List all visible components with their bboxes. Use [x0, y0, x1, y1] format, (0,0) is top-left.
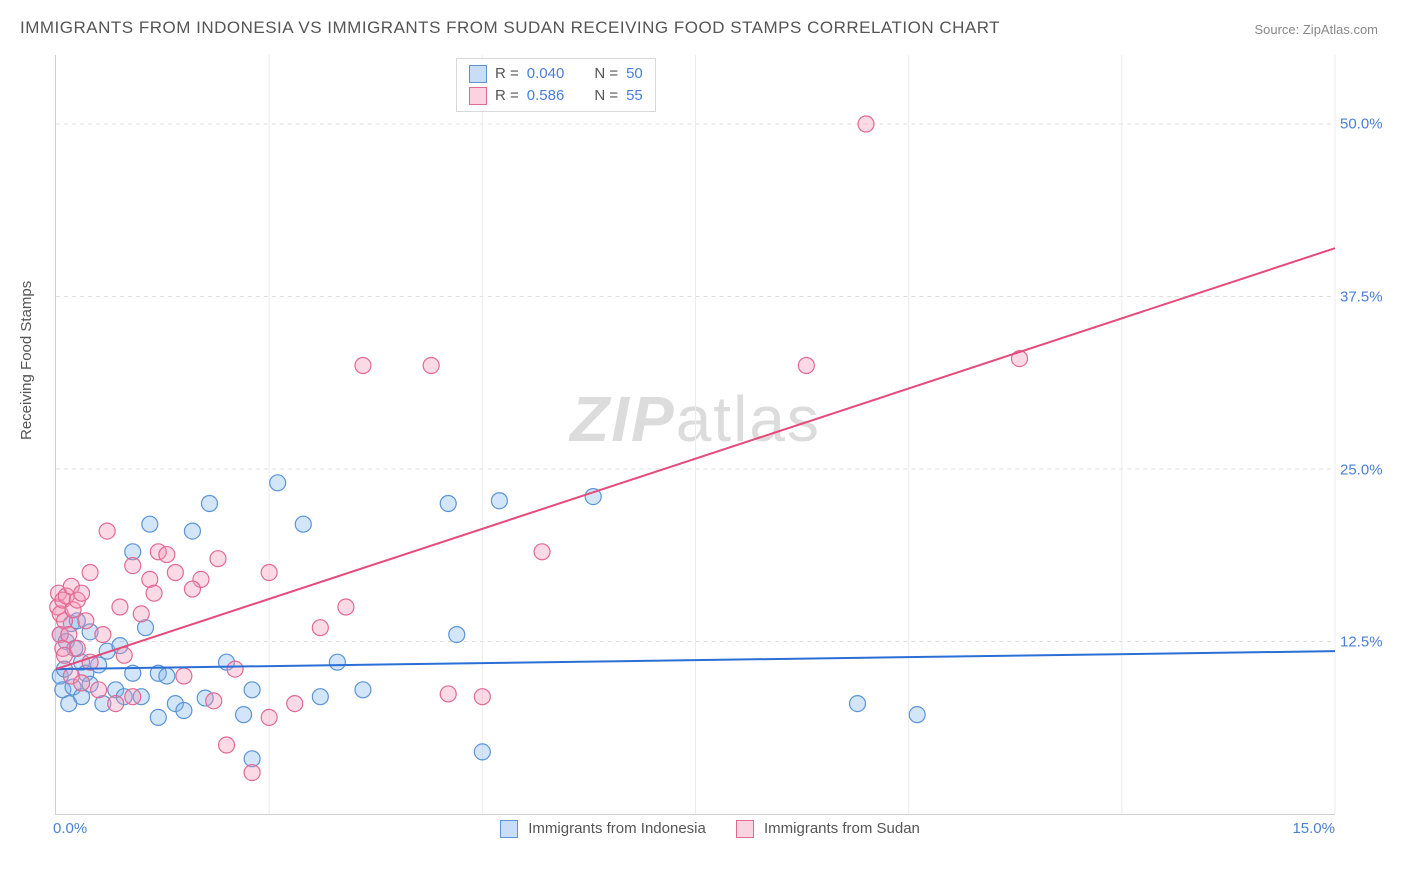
legend-n-label: N =: [594, 85, 618, 107]
data-point: [125, 558, 141, 574]
legend-n-value: 50: [626, 63, 643, 85]
data-point: [74, 585, 90, 601]
data-point: [858, 116, 874, 132]
data-point: [112, 599, 128, 615]
plot-area: ZIPatlas 12.5%25.0%37.5%50.0% R =0.040N …: [55, 55, 1335, 815]
correlation-legend: R = 0.040 N = 50 R = 0.586 N = 55: [456, 58, 656, 112]
data-point: [133, 606, 149, 622]
y-tick-label: 12.5%: [1340, 634, 1395, 651]
data-point: [491, 493, 507, 509]
data-point: [295, 516, 311, 532]
legend-n-label: N =: [594, 63, 618, 85]
legend-n-value: 55: [626, 85, 643, 107]
legend-r-label: R =: [495, 85, 519, 107]
data-point: [201, 496, 217, 512]
legend-r-value: 0.040: [527, 63, 565, 85]
data-point: [534, 544, 550, 560]
legend-r-label: R =: [495, 63, 519, 85]
data-point: [312, 620, 328, 636]
data-point: [270, 475, 286, 491]
data-point: [261, 709, 277, 725]
data-point: [909, 707, 925, 723]
data-point: [798, 358, 814, 374]
legend-swatch: [736, 820, 754, 838]
data-point: [125, 689, 141, 705]
data-point: [850, 696, 866, 712]
data-point: [146, 585, 162, 601]
data-point: [474, 744, 490, 760]
data-point: [159, 668, 175, 684]
data-point: [116, 647, 132, 663]
data-point: [355, 358, 371, 374]
legend-series-label: Immigrants from Sudan: [760, 820, 920, 837]
data-point: [474, 689, 490, 705]
data-point: [150, 709, 166, 725]
chart-source: Source: ZipAtlas.com: [1254, 22, 1378, 37]
chart-svg: [56, 55, 1335, 814]
data-point: [184, 523, 200, 539]
data-point: [449, 627, 465, 643]
data-point: [355, 682, 371, 698]
data-point: [440, 686, 456, 702]
chart-title: IMMIGRANTS FROM INDONESIA VS IMMIGRANTS …: [20, 18, 1000, 38]
data-point: [338, 599, 354, 615]
y-tick-label: 37.5%: [1340, 288, 1395, 305]
data-point: [210, 551, 226, 567]
data-point: [78, 613, 94, 629]
data-point: [159, 547, 175, 563]
data-point: [206, 693, 222, 709]
y-tick-label: 50.0%: [1340, 116, 1395, 133]
legend-row: R = 0.586 N = 55: [469, 85, 643, 107]
data-point: [99, 523, 115, 539]
data-point: [82, 565, 98, 581]
data-point: [176, 703, 192, 719]
data-point: [329, 654, 345, 670]
data-point: [95, 627, 111, 643]
data-point: [227, 661, 243, 677]
legend-r-value: 0.586: [527, 85, 565, 107]
data-point: [142, 516, 158, 532]
series-legend: Immigrants from Indonesia Immigrants fro…: [55, 820, 1335, 838]
data-point: [244, 765, 260, 781]
legend-swatch: [469, 87, 487, 105]
legend-swatch: [500, 820, 518, 838]
y-tick-label: 25.0%: [1340, 461, 1395, 478]
data-point: [219, 737, 235, 753]
data-point: [440, 496, 456, 512]
data-point: [176, 668, 192, 684]
data-point: [244, 682, 260, 698]
data-point: [261, 565, 277, 581]
data-point: [61, 627, 77, 643]
data-point: [69, 640, 85, 656]
data-point: [184, 581, 200, 597]
data-point: [312, 689, 328, 705]
legend-swatch: [469, 65, 487, 83]
data-point: [108, 696, 124, 712]
data-point: [167, 565, 183, 581]
data-point: [91, 682, 107, 698]
legend-row: R = 0.040 N = 50: [469, 63, 643, 85]
data-point: [236, 707, 252, 723]
data-point: [287, 696, 303, 712]
legend-series-label: Immigrants from Indonesia: [524, 820, 706, 837]
data-point: [74, 675, 90, 691]
data-point: [423, 358, 439, 374]
y-axis-label: Receiving Food Stamps: [18, 281, 35, 440]
